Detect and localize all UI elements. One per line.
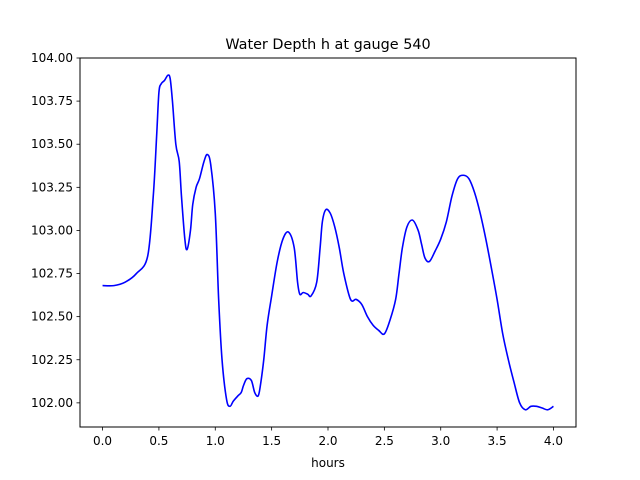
x-tick-label: 3.0 <box>431 434 450 448</box>
x-axis: 0.0 0.5 1.0 1.5 2.0 2.5 3.0 3.5 4.0 <box>93 427 563 448</box>
x-tick-label: 0.0 <box>93 434 112 448</box>
x-tick-label: 1.5 <box>262 434 281 448</box>
y-tick-label: 104.00 <box>31 51 73 65</box>
series-line-0 <box>102 74 554 411</box>
y-tick-label: 103.00 <box>31 223 73 237</box>
y-tick-label: 103.75 <box>31 94 73 108</box>
y-tick-label: 102.25 <box>31 353 73 367</box>
chart-title: Water Depth h at gauge 540 <box>225 37 430 53</box>
y-tick-label: 102.75 <box>31 267 73 281</box>
y-axis: 102.00 102.25 102.50 102.75 103.00 103.25 103.… <box>31 51 80 410</box>
x-tick-label: 1.0 <box>206 434 225 448</box>
axes-frame <box>79 57 577 428</box>
y-tick-label: 102.00 <box>31 396 73 410</box>
x-tick-label: 2.0 <box>318 434 337 448</box>
x-tick-label: 4.0 <box>544 434 563 448</box>
plot-area <box>102 74 554 411</box>
x-tick-label: 0.5 <box>149 434 168 448</box>
y-tick-label: 103.25 <box>31 180 73 194</box>
x-tick-label: 3.5 <box>488 434 507 448</box>
y-tick-label: 103.50 <box>31 137 73 151</box>
x-tick-label: 2.5 <box>375 434 394 448</box>
y-tick-label: 102.50 <box>31 310 73 324</box>
x-axis-label: hours <box>311 456 345 470</box>
